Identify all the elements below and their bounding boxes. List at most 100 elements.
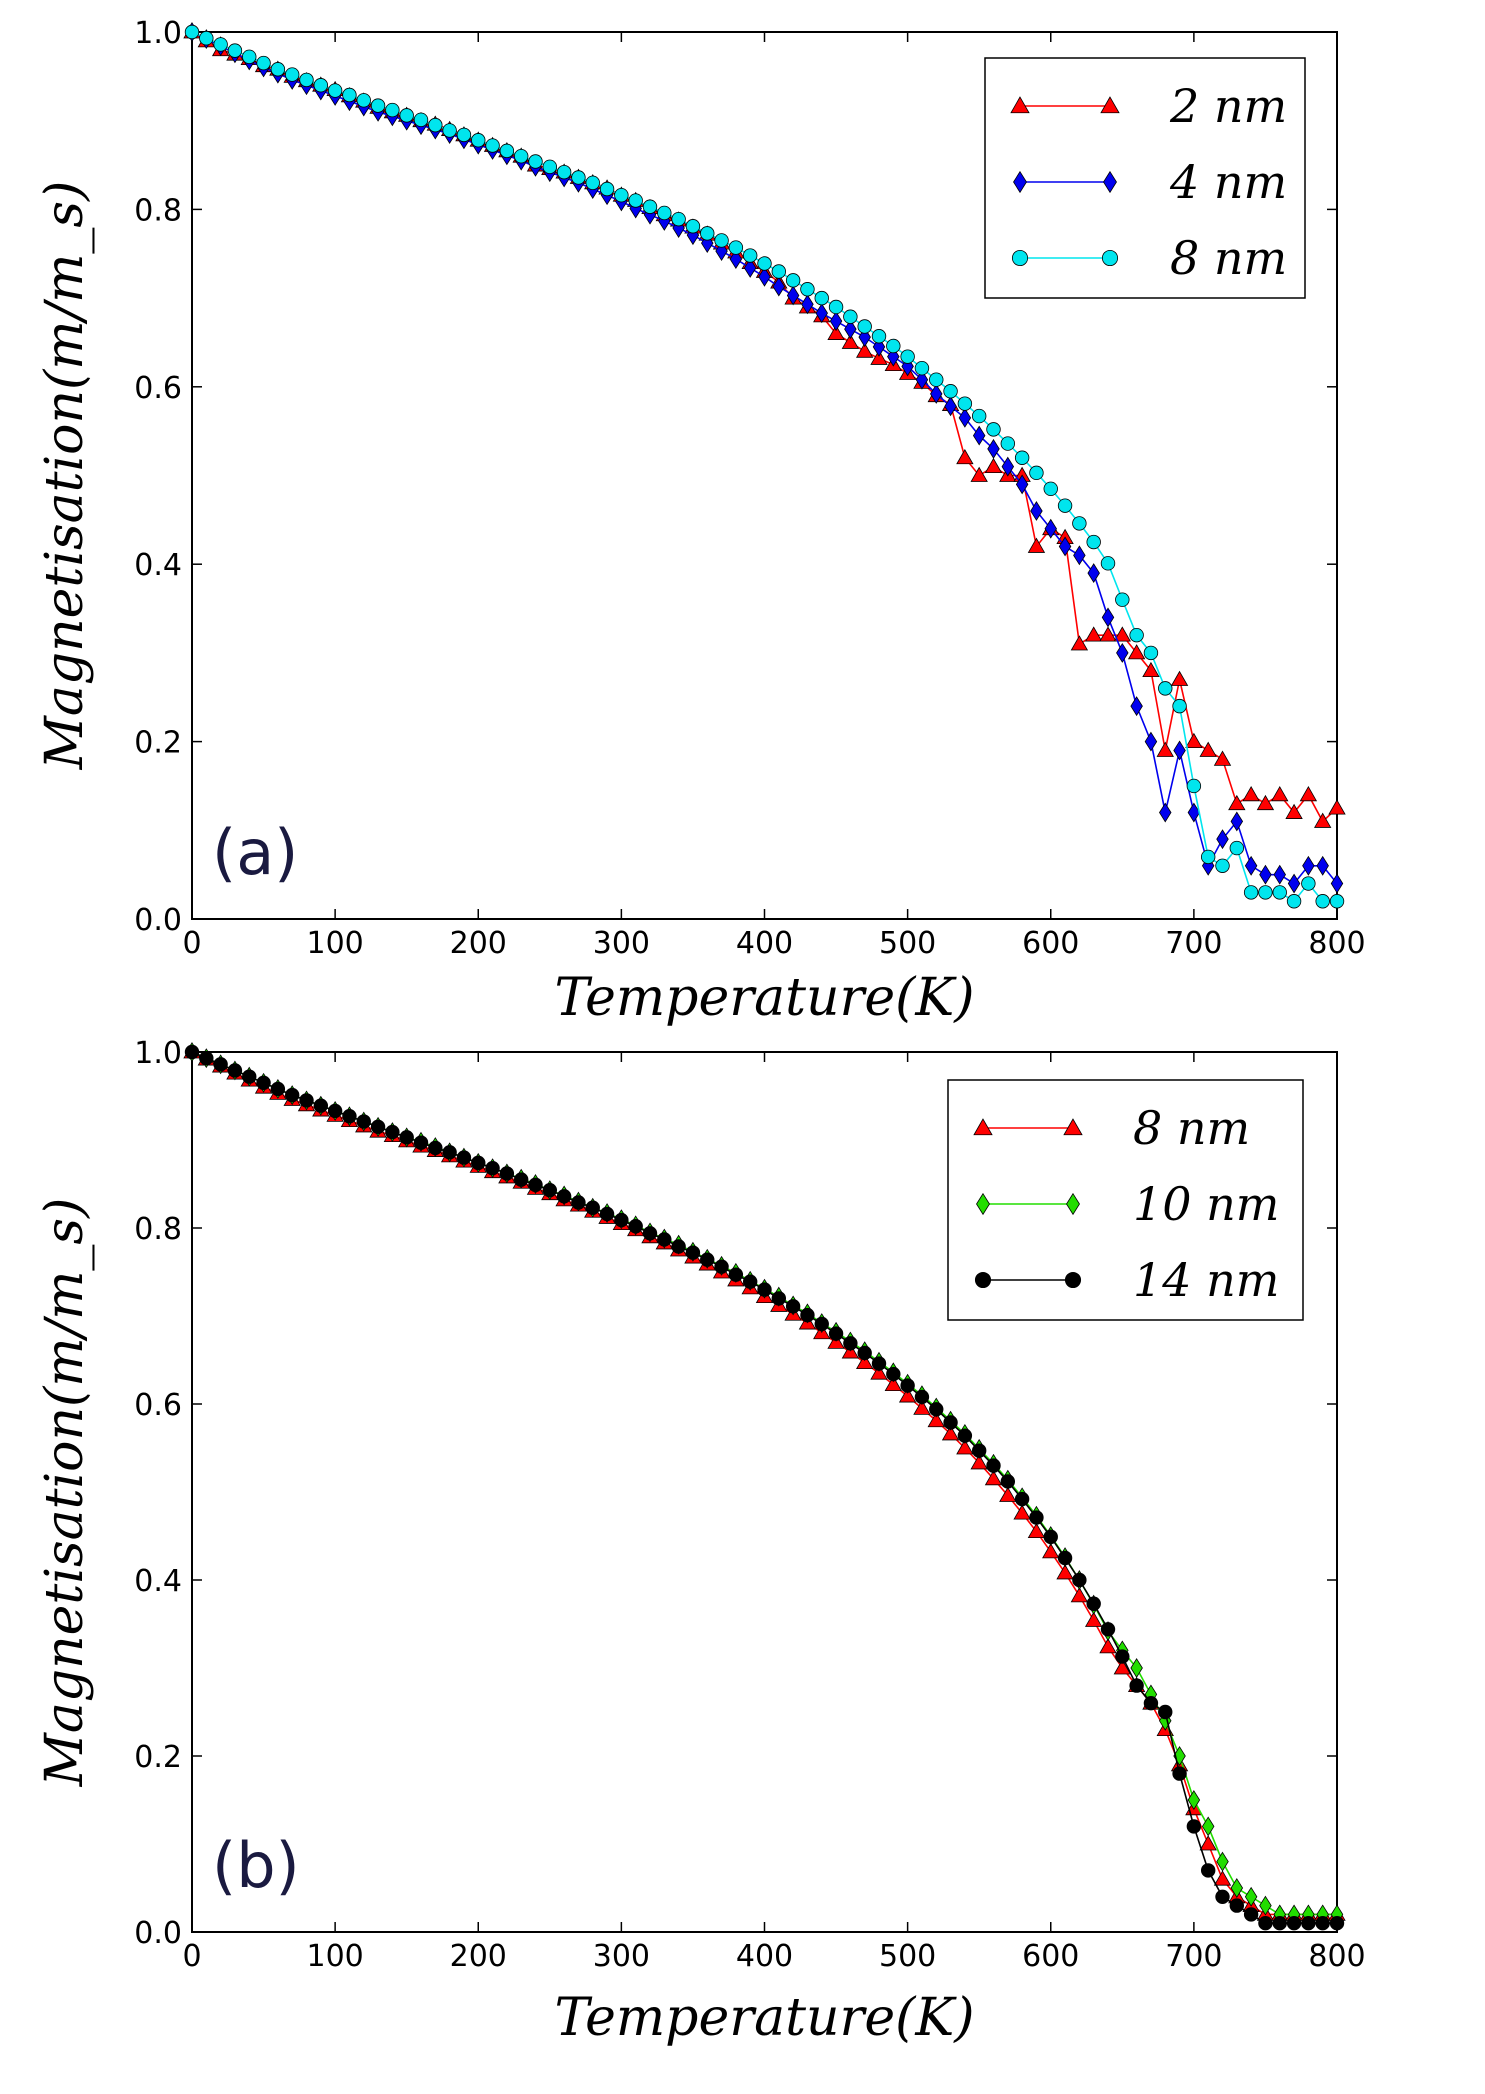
x-tick-label: 400 xyxy=(736,926,793,961)
data-point xyxy=(213,1057,228,1072)
data-point xyxy=(913,1399,931,1415)
series-8-nm xyxy=(184,24,1345,909)
data-point xyxy=(758,266,771,287)
data-point xyxy=(1242,786,1260,802)
data-point xyxy=(513,1172,529,1187)
data-point xyxy=(1130,1658,1143,1678)
data-point xyxy=(327,1103,343,1119)
data-point xyxy=(184,24,200,40)
y-tick-label: 0.6 xyxy=(134,1388,182,1423)
data-point xyxy=(827,324,845,340)
data-point xyxy=(1087,563,1100,584)
legend-label: 10 nm xyxy=(1133,1177,1279,1231)
data-point xyxy=(785,273,801,288)
data-point xyxy=(642,1226,658,1241)
y-tick-label: 0.2 xyxy=(134,726,182,761)
data-point xyxy=(984,1469,1003,1486)
data-point xyxy=(1199,741,1217,757)
data-point xyxy=(1100,556,1116,571)
data-point xyxy=(1315,894,1330,909)
data-point xyxy=(1086,534,1101,550)
data-point xyxy=(385,1124,400,1140)
data-point xyxy=(499,1166,515,1181)
data-point xyxy=(800,1307,815,1323)
data-point xyxy=(986,422,1001,437)
data-point xyxy=(1143,645,1159,661)
data-point xyxy=(1230,811,1244,832)
data-point xyxy=(599,181,615,197)
data-point xyxy=(1243,885,1259,900)
data-point xyxy=(685,219,701,234)
data-point xyxy=(299,1093,314,1108)
data-point xyxy=(313,78,329,93)
y-tick-label: 0.4 xyxy=(134,1564,182,1599)
data-point xyxy=(886,338,901,354)
data-point xyxy=(628,193,643,208)
data-point xyxy=(871,329,887,344)
x-tick-label: 100 xyxy=(306,1939,363,1974)
data-point xyxy=(499,143,515,159)
data-point xyxy=(313,1098,329,1113)
data-point xyxy=(1273,864,1286,885)
data-point xyxy=(771,264,787,279)
data-point xyxy=(700,226,715,241)
data-point xyxy=(943,1415,958,1430)
data-point xyxy=(884,1375,903,1392)
legend-label: 2 nm xyxy=(1169,79,1287,133)
series-14-nm xyxy=(184,1044,1345,1931)
data-point xyxy=(413,1135,429,1150)
data-point xyxy=(556,1189,572,1204)
data-point xyxy=(428,117,443,133)
data-point xyxy=(571,170,586,185)
data-point xyxy=(815,303,828,324)
data-point xyxy=(1172,698,1187,714)
data-point xyxy=(1243,1907,1259,1922)
legend-label: 4 nm xyxy=(1169,155,1287,209)
data-point xyxy=(843,309,858,324)
data-point xyxy=(1213,750,1232,766)
legend-marker-end xyxy=(1066,1192,1080,1216)
data-point xyxy=(972,425,986,446)
data-point xyxy=(1156,741,1174,757)
data-point xyxy=(1271,786,1289,802)
data-point xyxy=(1129,627,1144,643)
data-point xyxy=(987,438,1000,459)
data-point xyxy=(1328,799,1346,815)
data-point xyxy=(1072,1572,1087,1588)
data-point xyxy=(971,1443,987,1458)
data-point xyxy=(542,1182,558,1198)
data-point xyxy=(1186,1819,1202,1834)
data-point xyxy=(714,1259,729,1274)
data-point xyxy=(428,1140,443,1156)
data-point xyxy=(1044,518,1057,539)
data-point xyxy=(828,299,844,315)
data-point xyxy=(728,240,744,255)
data-point xyxy=(742,248,758,263)
data-point xyxy=(256,1075,271,1091)
data-point xyxy=(930,383,943,404)
data-point xyxy=(729,249,743,270)
data-point xyxy=(757,1282,772,1297)
data-point xyxy=(1158,1704,1173,1720)
data-point xyxy=(914,360,930,376)
data-point xyxy=(958,407,972,428)
data-point xyxy=(844,319,857,340)
data-point xyxy=(284,67,300,82)
legend-marker-end xyxy=(1100,96,1120,114)
data-point xyxy=(642,199,658,214)
data-point xyxy=(1029,1510,1044,1525)
data-point xyxy=(1259,1895,1272,1916)
legend-marker-start xyxy=(1013,170,1027,194)
data-point xyxy=(1301,1915,1316,1931)
data-point xyxy=(1200,849,1216,865)
data-point xyxy=(1115,592,1130,607)
x-tick-label: 200 xyxy=(450,1939,507,1974)
data-point xyxy=(1329,894,1345,909)
data-point xyxy=(528,154,543,169)
data-point xyxy=(614,188,629,203)
data-point xyxy=(442,123,457,138)
data-point xyxy=(1186,778,1202,794)
data-point xyxy=(413,112,429,128)
data-point xyxy=(657,205,672,221)
data-point xyxy=(986,1458,1001,1473)
